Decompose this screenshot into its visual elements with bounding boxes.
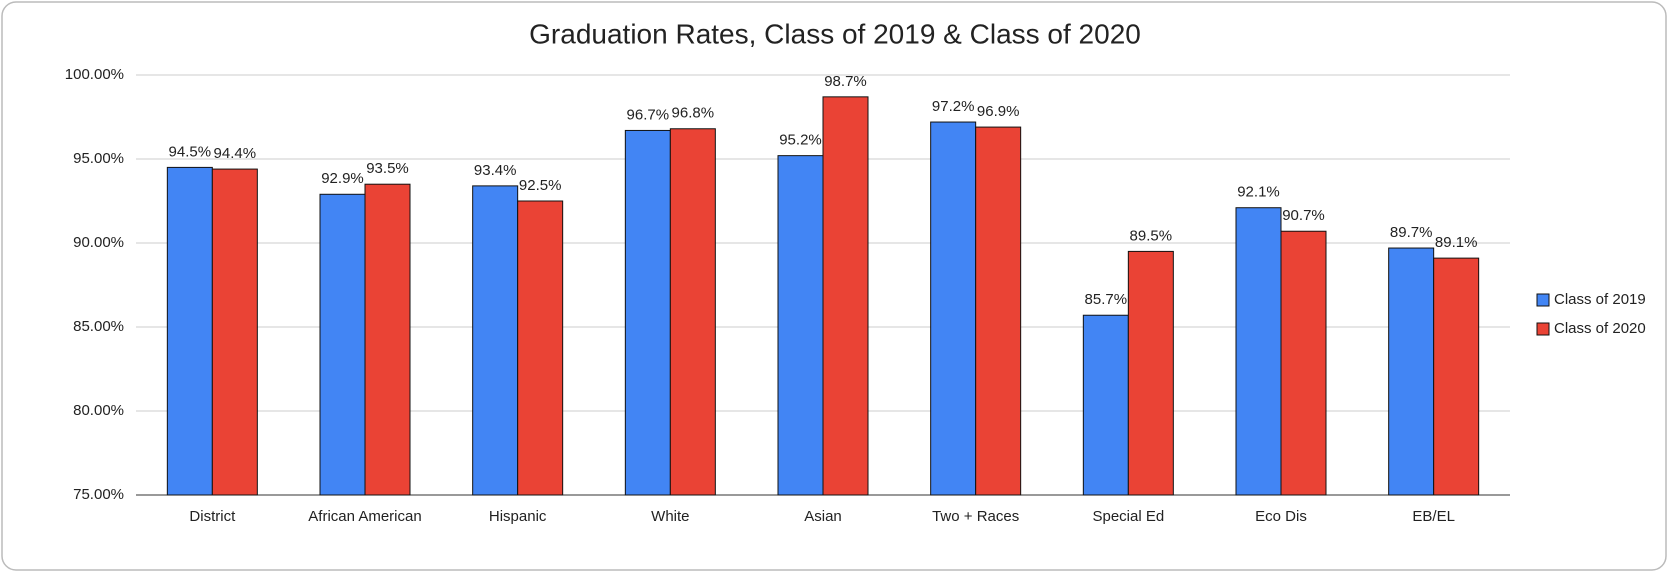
bar	[1127, 250, 1174, 496]
x-tick-label: Special Ed	[1092, 508, 1164, 525]
y-tick-label: 90.00%	[73, 234, 124, 251]
bar	[472, 185, 519, 496]
value-label: 93.4%	[474, 162, 517, 179]
legend-swatch	[1536, 322, 1550, 336]
bar	[364, 183, 411, 496]
value-label: 96.7%	[627, 106, 670, 123]
bar	[1388, 247, 1435, 496]
legend-label: Class of 2020	[1554, 320, 1646, 337]
bar	[624, 129, 671, 496]
value-label: 94.4%	[214, 145, 257, 162]
value-label: 97.2%	[932, 98, 975, 115]
value-label: 89.5%	[1130, 227, 1173, 244]
bar	[669, 128, 716, 496]
value-label: 95.2%	[779, 132, 822, 149]
bar	[1280, 230, 1327, 496]
x-tick-label: District	[189, 508, 236, 525]
x-tick-label: Hispanic	[489, 508, 547, 525]
legend-swatch	[1536, 293, 1550, 307]
value-label: 92.9%	[321, 170, 364, 187]
value-label: 89.7%	[1390, 224, 1433, 241]
bar	[975, 126, 1022, 496]
x-tick-label: Asian	[804, 508, 842, 525]
value-label: 85.7%	[1085, 291, 1128, 308]
value-label: 96.9%	[977, 103, 1020, 120]
bar	[1235, 207, 1282, 496]
y-tick-label: 95.00%	[73, 150, 124, 167]
bar	[930, 121, 977, 496]
x-tick-label: White	[651, 508, 689, 525]
bar	[166, 166, 213, 496]
legend-label: Class of 2019	[1554, 291, 1646, 308]
value-label: 92.1%	[1237, 184, 1280, 201]
value-label: 98.7%	[824, 73, 867, 90]
x-tick-label: Two + Races	[932, 508, 1019, 525]
value-label: 92.5%	[519, 177, 562, 194]
value-label: 90.7%	[1282, 207, 1325, 224]
value-label: 93.5%	[366, 160, 409, 177]
bar	[319, 193, 366, 496]
value-label: 94.5%	[169, 143, 212, 160]
bar	[1082, 314, 1129, 496]
bar	[517, 200, 564, 496]
x-tick-label: EB/EL	[1412, 508, 1455, 525]
bar	[777, 155, 824, 496]
x-tick-label: African American	[308, 508, 421, 525]
y-tick-label: 100.00%	[65, 66, 124, 83]
value-label: 89.1%	[1435, 234, 1478, 251]
value-label: 96.8%	[672, 105, 715, 122]
bar	[211, 168, 258, 496]
x-tick-label: Eco Dis	[1255, 508, 1307, 525]
y-tick-label: 75.00%	[73, 486, 124, 503]
bar	[822, 96, 869, 496]
bar	[1433, 257, 1480, 496]
y-tick-label: 85.00%	[73, 318, 124, 335]
y-tick-label: 80.00%	[73, 402, 124, 419]
chart-title: Graduation Rates, Class of 2019 & Class …	[529, 18, 1141, 49]
